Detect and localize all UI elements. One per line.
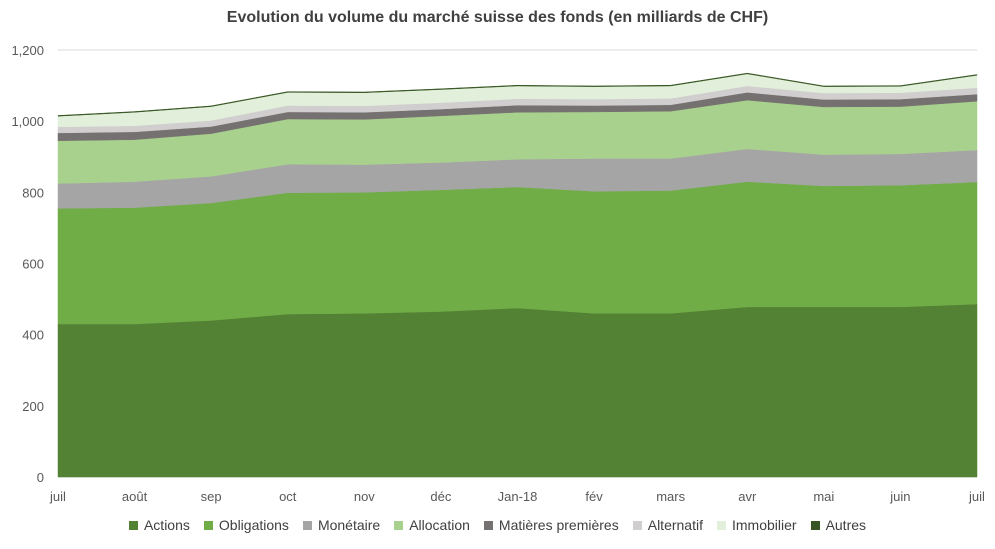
x-tick-label: nov	[354, 489, 375, 504]
legend-item: Alternatif	[632, 517, 703, 533]
y-tick-label: 200	[22, 399, 44, 414]
legend-label: Autres	[825, 517, 867, 533]
legend-item: Obligations	[203, 517, 289, 533]
x-tick-label: avr	[738, 489, 757, 504]
x-tick-label: fév	[585, 489, 603, 504]
chart-title: Evolution du volume du marché suisse des…	[226, 9, 769, 26]
legend-label: Monétaire	[317, 517, 381, 533]
x-tick-label: oct	[279, 489, 297, 504]
legend-swatch	[128, 520, 138, 530]
y-tick-label: 1,200	[11, 43, 44, 58]
legend-swatch	[203, 520, 213, 530]
legend-label: Obligations	[218, 517, 289, 533]
legend-swatch	[810, 520, 820, 530]
legend-label: Allocation	[409, 517, 470, 533]
legend-item: Autres	[810, 517, 867, 533]
x-tick-label: juil	[968, 489, 985, 504]
y-tick-label: 0	[37, 470, 44, 485]
legend-swatch	[302, 520, 312, 530]
y-axis-tick-labels: 0 200 400 600 800 1,000 1,200	[11, 43, 44, 485]
legend-label: Actions	[143, 517, 190, 533]
x-axis-tick-labels: juil août sep oct nov déc Jan-18 fév mars avr mai j…	[49, 489, 985, 504]
area-series-7	[57, 72, 978, 117]
legend-item: Immobilier	[716, 517, 797, 533]
legend-item: Monétaire	[302, 517, 381, 533]
legend-swatch	[483, 520, 493, 530]
x-tick-label: mai	[813, 489, 834, 504]
legend-label: Matières premières	[498, 517, 619, 533]
y-tick-label: 800	[22, 185, 44, 200]
legend: Actions Obligations Monétaire Allocation Mat…	[0, 517, 995, 533]
legend-label: Alternatif	[647, 517, 703, 533]
legend-label: Immobilier	[731, 517, 797, 533]
x-tick-label: juin	[889, 489, 910, 504]
x-tick-label: Jan-18	[498, 489, 538, 504]
x-tick-label: juil	[49, 489, 66, 504]
y-tick-label: 400	[22, 328, 44, 343]
legend-item: Allocation	[394, 517, 470, 533]
x-tick-label: août	[122, 489, 148, 504]
legend-swatch	[632, 520, 642, 530]
legend-swatch	[394, 520, 404, 530]
legend-item: Matières premières	[483, 517, 619, 533]
area-series-0	[57, 303, 978, 478]
x-tick-label: mars	[656, 489, 685, 504]
legend-swatch	[716, 520, 726, 530]
y-tick-label: 600	[22, 257, 44, 272]
legend-item: Actions	[128, 517, 190, 533]
x-tick-label: déc	[430, 489, 451, 504]
area-series	[57, 72, 978, 478]
x-tick-label: sep	[201, 489, 222, 504]
y-tick-label: 1,000	[11, 114, 44, 129]
